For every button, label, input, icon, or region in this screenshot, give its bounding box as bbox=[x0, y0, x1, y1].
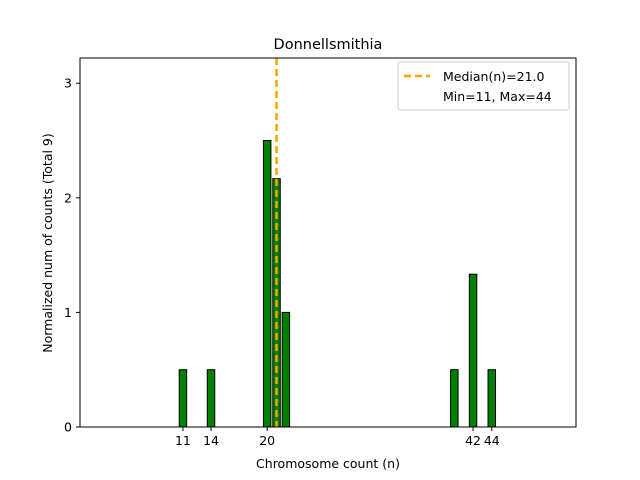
x-tick-label-20: 20 bbox=[259, 433, 275, 448]
x-tick-label-11: 11 bbox=[175, 433, 191, 448]
bar-n-40 bbox=[450, 369, 459, 428]
bar-n-44 bbox=[487, 369, 497, 428]
chart-title: Donnellsmithia bbox=[274, 37, 383, 53]
bar-n-42 bbox=[468, 273, 478, 428]
legend-minmax-label: Min=11, Max=44 bbox=[443, 89, 552, 104]
x-tick-label-42: 42 bbox=[465, 433, 481, 448]
bar-n-14 bbox=[206, 369, 216, 428]
bar-n-22 bbox=[281, 311, 291, 428]
x-axis-label: Chromosome count (n) bbox=[256, 456, 400, 471]
y-tick-label-2: 2 bbox=[64, 190, 72, 205]
bar-n-11 bbox=[178, 369, 188, 428]
y-tick-label-3: 3 bbox=[64, 76, 72, 91]
axes-frame bbox=[79, 57, 577, 428]
legend-frame bbox=[397, 61, 570, 111]
x-tick-label-14: 14 bbox=[203, 433, 219, 448]
x-tick-label-44: 44 bbox=[484, 433, 500, 448]
legend-median-label: Median(n)=21.0 bbox=[443, 69, 544, 84]
y-tick-label-0: 0 bbox=[64, 420, 72, 435]
y-tick-label-1: 1 bbox=[64, 305, 72, 320]
y-axis-label: Normalized num of counts (Total 9) bbox=[40, 133, 55, 353]
legend: Median(n)=21.0 Min=11, Max=44 bbox=[397, 61, 570, 111]
bar-n-20 bbox=[262, 140, 272, 428]
plot-area: 11 14 20 42 44 0 1 2 3 bbox=[64, 57, 577, 448]
